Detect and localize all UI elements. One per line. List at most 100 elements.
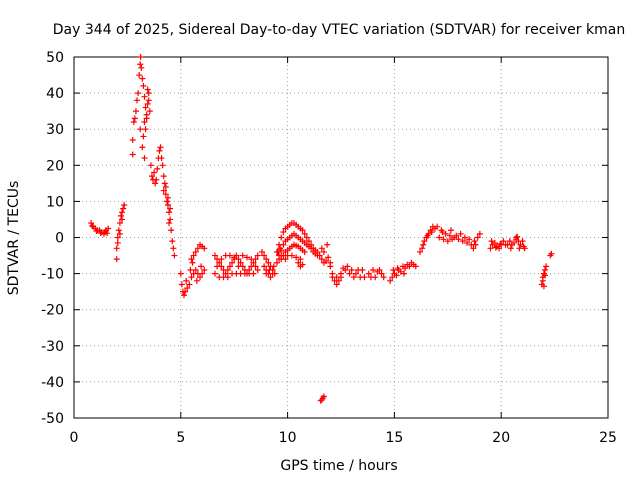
data-point-plus — [164, 194, 171, 201]
y-tick-label: -40 — [41, 375, 64, 391]
data-point-plus — [141, 93, 148, 100]
data-point-plus — [496, 245, 503, 252]
data-point-plus — [129, 151, 136, 158]
data-point-plus — [497, 240, 504, 247]
data-point-plus — [114, 239, 121, 246]
data-point-plus — [267, 274, 274, 281]
x-axis-ticks: 0 5 10 15 20 25 — [70, 57, 617, 446]
data-point-plus — [316, 252, 323, 259]
data-point-plus — [541, 272, 548, 279]
data-point-plus — [378, 270, 385, 277]
data-point-plus — [412, 263, 419, 270]
data-point-plus — [188, 274, 195, 281]
data-point-plus — [471, 238, 478, 245]
data-point-plus — [156, 147, 163, 154]
data-point-plus — [226, 252, 233, 259]
data-point-plus — [380, 274, 387, 281]
data-point-plus — [280, 241, 287, 248]
data-point-plus — [161, 180, 168, 187]
data-point-plus — [250, 259, 257, 266]
data-point-plus — [263, 270, 270, 277]
data-point-plus — [136, 72, 143, 79]
data-point-plus — [428, 229, 435, 236]
data-point-plus — [446, 232, 453, 239]
data-point-plus — [541, 266, 548, 273]
data-point-plus — [323, 257, 330, 264]
data-point-plus — [278, 247, 285, 254]
data-point-plus — [138, 64, 145, 71]
data-point-plus — [305, 238, 312, 245]
data-point-plus — [293, 254, 300, 261]
data-point-plus — [144, 100, 151, 107]
data-point-plus — [115, 227, 122, 234]
data-point-plus — [146, 108, 153, 115]
data-point-plus — [140, 82, 147, 89]
data-point-plus — [266, 266, 273, 273]
data-point-plus — [178, 281, 185, 288]
data-point-plus — [226, 263, 233, 270]
data-point-plus — [421, 238, 428, 245]
y-tick-label: 0 — [55, 231, 64, 247]
data-point-plus — [132, 108, 139, 115]
data-point-plus — [453, 232, 460, 239]
data-point-plus — [159, 162, 166, 169]
data-point-plus — [273, 259, 280, 266]
data-point-plus — [333, 274, 340, 281]
data-point-plus — [199, 270, 206, 277]
data-point-plus — [105, 225, 112, 232]
data-point-plus — [318, 245, 325, 252]
data-point-plus — [88, 220, 95, 227]
data-point-plus — [254, 252, 261, 259]
data-point-plus — [295, 259, 302, 266]
data-point-plus — [303, 234, 310, 241]
data-point-plus — [140, 133, 147, 140]
data-point-plus — [160, 173, 167, 180]
data-point-plus — [129, 137, 136, 144]
data-point-plus — [184, 285, 191, 292]
data-point-plus — [167, 205, 174, 212]
data-point-plus — [162, 183, 169, 190]
data-point-plus — [338, 270, 344, 277]
data-point-plus — [474, 234, 481, 241]
data-point-plus — [548, 250, 555, 257]
data-point-plus — [394, 265, 401, 272]
data-point-plus — [419, 245, 426, 252]
data-point-plus — [130, 118, 137, 125]
data-point-plus — [327, 263, 334, 270]
data-point-plus — [190, 252, 197, 259]
data-point-plus — [229, 259, 236, 266]
data-point-plus — [466, 236, 473, 243]
data-point-plus — [372, 274, 379, 281]
data-point-plus — [201, 266, 208, 273]
data-point-plus — [335, 277, 342, 284]
data-point-plus — [116, 220, 123, 227]
data-point-plus — [506, 238, 513, 245]
data-point-plus — [169, 238, 176, 245]
data-point-plus — [270, 263, 277, 270]
y-tick-label: 40 — [46, 86, 64, 102]
data-point-plus — [192, 266, 199, 273]
data-point-plus — [516, 245, 523, 252]
data-point-plus — [201, 245, 208, 252]
data-point-plus — [263, 256, 270, 263]
x-tick-label: 25 — [599, 430, 617, 446]
data-point-plus — [145, 90, 152, 97]
data-point-plus — [147, 162, 154, 169]
data-point-plus — [288, 252, 295, 259]
data-point-plus — [442, 230, 449, 237]
data-point-plus — [186, 281, 193, 288]
data-point-plus — [320, 393, 327, 400]
data-point-plus — [491, 239, 498, 246]
data-point-plus — [189, 259, 196, 266]
data-point-plus — [252, 263, 259, 270]
data-point-plus — [487, 245, 494, 252]
data-point-plus — [261, 263, 268, 270]
data-point-plus — [250, 270, 257, 277]
data-point-plus — [507, 245, 514, 252]
data-point-plus — [439, 229, 446, 236]
data-point-plus — [417, 248, 424, 255]
data-point-plus — [218, 256, 225, 263]
data-point-plus — [492, 244, 499, 251]
data-point-plus — [333, 281, 340, 288]
data-point-plus — [222, 270, 229, 277]
